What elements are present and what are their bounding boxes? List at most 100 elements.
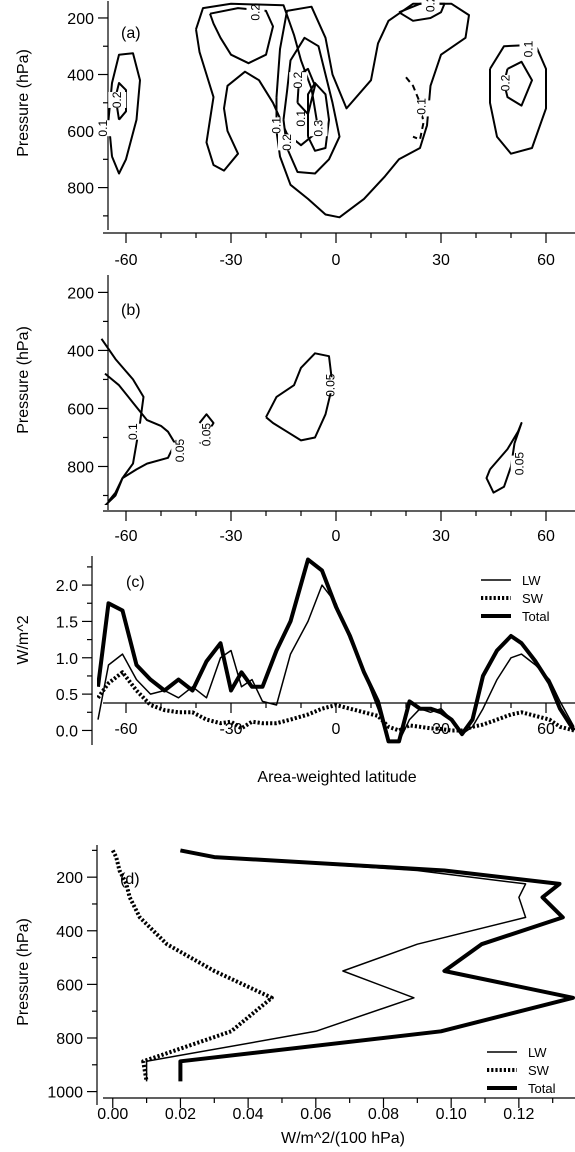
contour-line: [282, 36, 341, 175]
panel-c: (c) W/m^2 Area-weighted latitude 0.0 0.5 1…: [15, 556, 575, 786]
x-tick-label: -60: [114, 252, 137, 269]
contour-line: [275, 2, 470, 219]
contour-label: 0.2: [424, 0, 438, 12]
contour-label-bg: [124, 423, 142, 440]
contour-label: 0.2: [291, 71, 305, 88]
contour-label: 0.05: [324, 373, 338, 397]
panel-c-y-ticks: 0.0 0.5 1.0 1.5 2.0: [56, 566, 92, 740]
y-tick-label: 2.0: [56, 578, 78, 595]
y-tick-label: 1.5: [56, 614, 78, 631]
panel-d-y-ticks: 200 400 600 800 1000: [47, 849, 97, 1102]
contour-label-bg: [278, 134, 296, 151]
contour-label-bg: [97, 120, 113, 137]
x-tick-label: 0.12: [503, 1106, 534, 1123]
series-line-total: [97, 557, 575, 744]
y-tick-label: 0.0: [56, 723, 78, 740]
panel-d: (d) Pressure (hPa) W/m^2/(100 hPa) 20040…: [15, 845, 575, 1147]
x-tick-label: 60: [537, 252, 555, 269]
panel-c-plot-area: 0.00.51.01.52.0-60 -30 0 30 60: [56, 556, 575, 745]
contour-label: 0.1: [522, 40, 536, 57]
contour-label-bg: [412, 100, 431, 117]
contour-line: [485, 422, 523, 494]
contour-line: [489, 43, 547, 155]
x-tick-label: 30: [432, 252, 450, 269]
contour-label: 0.05: [200, 423, 214, 447]
panel-b-label: (b): [121, 302, 141, 319]
panel-d-legend: LW SW Total: [487, 1045, 556, 1096]
x-tick-label: 0.08: [368, 1106, 399, 1123]
contour-label: 0.2: [249, 4, 263, 21]
panel-d-x-axis-title: W/m^2/(100 hPa): [281, 1130, 405, 1147]
x-tick-label: 30: [432, 528, 450, 545]
legend-label-lw: LW: [528, 1045, 547, 1060]
panel-d-plot-area: 200 400 600 800 1000 0.00 0.02 0.04 0.06 0.08 0.10…: [47, 845, 575, 1123]
contour-label-bg: [421, 0, 440, 12]
contour-label-bg: [496, 74, 515, 91]
contour-lines: 0.10.20.20.10.10.20.20.30.2-0.10.10.2: [96, 0, 547, 219]
panel-b: (b) Pressure (hPa) 200 400 600 800 -60 -30 0 30…: [15, 275, 575, 545]
contour-label: 0.1: [270, 117, 284, 134]
series-lines: [97, 557, 575, 744]
x-tick-label: 0: [332, 721, 341, 738]
series-lines: [111, 848, 575, 1082]
panel-c-legend: LW SW Total: [481, 573, 550, 624]
x-tick-label: 0.00: [97, 1106, 128, 1123]
y-tick-label: 400: [67, 68, 94, 85]
y-tick-label: 800: [56, 1031, 83, 1048]
x-tick-label: 60: [537, 721, 555, 738]
contour-line: [307, 82, 330, 152]
panel-b-y-axis-title: Pressure (hPa): [15, 326, 32, 434]
panel-a-label: (a): [121, 25, 141, 42]
y-tick-label: 0.5: [56, 687, 78, 704]
panel-b-y-ticks: 200 400 600 800: [67, 285, 108, 497]
panel-c-x-ticks: -60 -30 0 30 60: [114, 703, 555, 738]
panel-a-y-axis-title: Pressure (hPa): [15, 49, 32, 157]
contour-label-bg: [519, 41, 538, 58]
contour-label-bg: [267, 117, 286, 134]
contour-label-bg: [309, 120, 328, 137]
panel-c-x-axis-title: Area-weighted latitude: [257, 769, 416, 786]
x-tick-label: -60: [114, 528, 137, 545]
contour-label: -0.1: [415, 98, 429, 119]
contour-label: 0.2: [110, 91, 124, 108]
x-tick-label: 0.04: [233, 1106, 264, 1123]
y-tick-label: 200: [56, 870, 83, 887]
series-line-total: [178, 848, 575, 1082]
legend-label-sw: SW: [522, 591, 544, 606]
x-tick-label: -30: [219, 252, 242, 269]
x-tick-label: 0: [332, 528, 341, 545]
contour-label: 0.05: [173, 439, 187, 463]
y-tick-label: 600: [67, 401, 94, 418]
contour-label: 0.05: [513, 452, 527, 476]
x-tick-label: 0: [332, 252, 341, 269]
contour-label: 0.1: [294, 110, 308, 127]
contour-label: 0.2: [280, 134, 294, 151]
panel-a-x-ticks: -60 -30 0 30 60: [114, 233, 555, 269]
y-tick-label: 800: [67, 181, 94, 198]
legend-label-total: Total: [528, 1081, 556, 1096]
contour-label-bg: [246, 4, 265, 21]
legend-label-lw: LW: [522, 573, 541, 588]
y-tick-label: 1.0: [56, 651, 78, 668]
contour-label-bg: [171, 442, 190, 459]
y-tick-label: 400: [56, 924, 83, 941]
y-tick-label: 200: [67, 11, 94, 28]
panel-c-y-axis-title: W/m^2: [15, 615, 32, 664]
y-tick-label: 400: [67, 343, 94, 360]
contour-label-bg: [289, 72, 308, 89]
contour-label-bg: [292, 110, 310, 127]
y-tick-label: 1000: [47, 1085, 83, 1102]
y-tick-label: 600: [67, 124, 94, 141]
contour-line: [195, 2, 320, 172]
contour-label: 0.2: [499, 74, 513, 91]
contour-label-bg: [108, 91, 127, 108]
x-tick-label: 0.10: [436, 1106, 467, 1123]
x-tick-label: -30: [219, 721, 242, 738]
x-tick-label: -60: [114, 721, 137, 738]
legend-label-sw: SW: [528, 1063, 550, 1078]
contour-label: 0.1: [96, 120, 110, 137]
contour-label-bg: [510, 455, 529, 472]
